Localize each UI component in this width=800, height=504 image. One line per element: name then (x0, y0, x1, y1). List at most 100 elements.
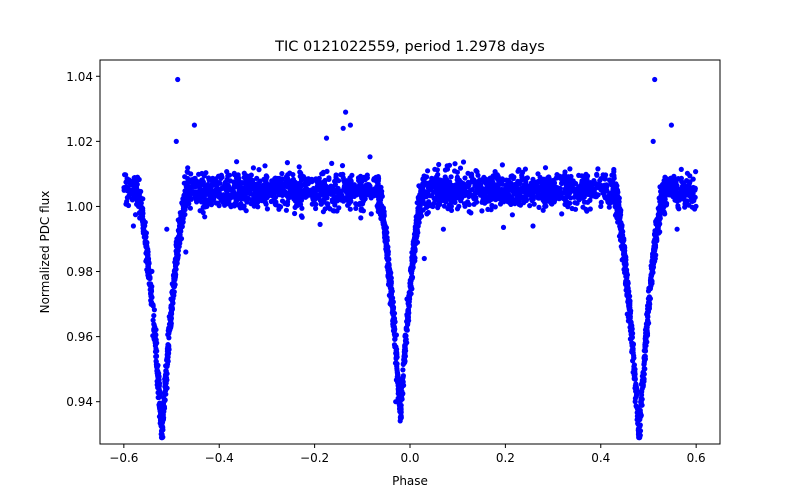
data-point (692, 187, 698, 193)
data-point (456, 203, 462, 209)
data-point (201, 173, 207, 179)
data-point (689, 198, 696, 204)
data-point (602, 195, 608, 201)
data-point (496, 176, 502, 182)
data-point (279, 171, 285, 177)
data-point (401, 356, 407, 363)
data-point (399, 384, 405, 390)
data-point (283, 207, 289, 213)
data-point (675, 203, 681, 209)
data-point (277, 182, 283, 188)
data-point (224, 191, 230, 197)
data-point (620, 236, 626, 242)
data-point (466, 181, 472, 187)
data-point (631, 355, 637, 361)
data-point (542, 188, 548, 194)
data-point (320, 209, 326, 215)
data-point (427, 193, 433, 199)
data-point (652, 239, 658, 245)
data-point (638, 399, 644, 405)
outlier-point (130, 223, 136, 229)
data-point (237, 187, 244, 193)
data-point (420, 207, 426, 213)
data-point (194, 181, 201, 187)
data-point (161, 404, 167, 410)
data-point (558, 175, 564, 181)
data-point (159, 427, 165, 433)
data-point (284, 175, 291, 181)
data-point (128, 191, 134, 197)
data-point (633, 383, 639, 389)
data-point (537, 192, 544, 198)
data-point (187, 205, 193, 211)
data-point (284, 160, 290, 166)
data-point (392, 332, 398, 339)
data-point (630, 341, 636, 347)
data-point (170, 282, 176, 288)
data-point (222, 182, 228, 188)
data-point (398, 414, 404, 420)
data-point (264, 206, 270, 212)
data-point (384, 250, 390, 256)
data-point (390, 309, 396, 315)
data-point (323, 193, 329, 199)
data-point (530, 189, 537, 195)
data-point (338, 172, 344, 178)
data-point (495, 183, 501, 189)
data-point (368, 211, 374, 217)
data-point (360, 201, 366, 207)
data-point (439, 182, 445, 188)
data-point (184, 169, 190, 175)
data-point (161, 399, 167, 405)
data-point (435, 171, 441, 178)
data-point (660, 205, 666, 212)
data-point (536, 204, 542, 210)
data-point (305, 176, 311, 182)
data-point (148, 286, 154, 292)
data-point (353, 205, 359, 211)
data-point (295, 189, 301, 195)
data-point (626, 305, 632, 312)
data-point (262, 163, 268, 169)
data-point (594, 171, 600, 177)
data-point (224, 169, 230, 175)
data-point (378, 191, 385, 197)
data-point (515, 168, 521, 174)
data-point (542, 181, 548, 187)
y-tick-label: 0.98 (66, 265, 93, 279)
data-point (420, 187, 426, 193)
data-point (319, 192, 325, 198)
data-point (420, 176, 426, 182)
data-point (466, 190, 472, 196)
x-tick-label: −0.6 (109, 451, 138, 465)
data-point (579, 185, 585, 192)
data-point (374, 178, 380, 184)
data-point (474, 199, 480, 205)
data-point (235, 202, 241, 208)
data-point (425, 168, 431, 174)
data-point (642, 366, 648, 372)
data-point (235, 179, 241, 185)
x-tick-label: 0.0 (400, 451, 419, 465)
outlier-point (650, 138, 656, 144)
data-point (193, 197, 199, 203)
data-point (562, 169, 568, 175)
data-point (157, 412, 164, 418)
outlier-point (674, 226, 680, 232)
data-point (693, 169, 699, 175)
data-point (452, 199, 458, 205)
data-point (530, 176, 536, 182)
data-point (157, 405, 163, 411)
data-point (254, 199, 261, 206)
data-point (375, 174, 381, 180)
data-point (391, 315, 397, 321)
data-point (233, 196, 240, 202)
data-point (326, 176, 332, 182)
data-point (683, 183, 689, 189)
data-point (424, 211, 430, 217)
data-point (473, 168, 479, 174)
data-point (625, 291, 631, 298)
data-point (154, 348, 160, 354)
data-point (384, 244, 390, 251)
